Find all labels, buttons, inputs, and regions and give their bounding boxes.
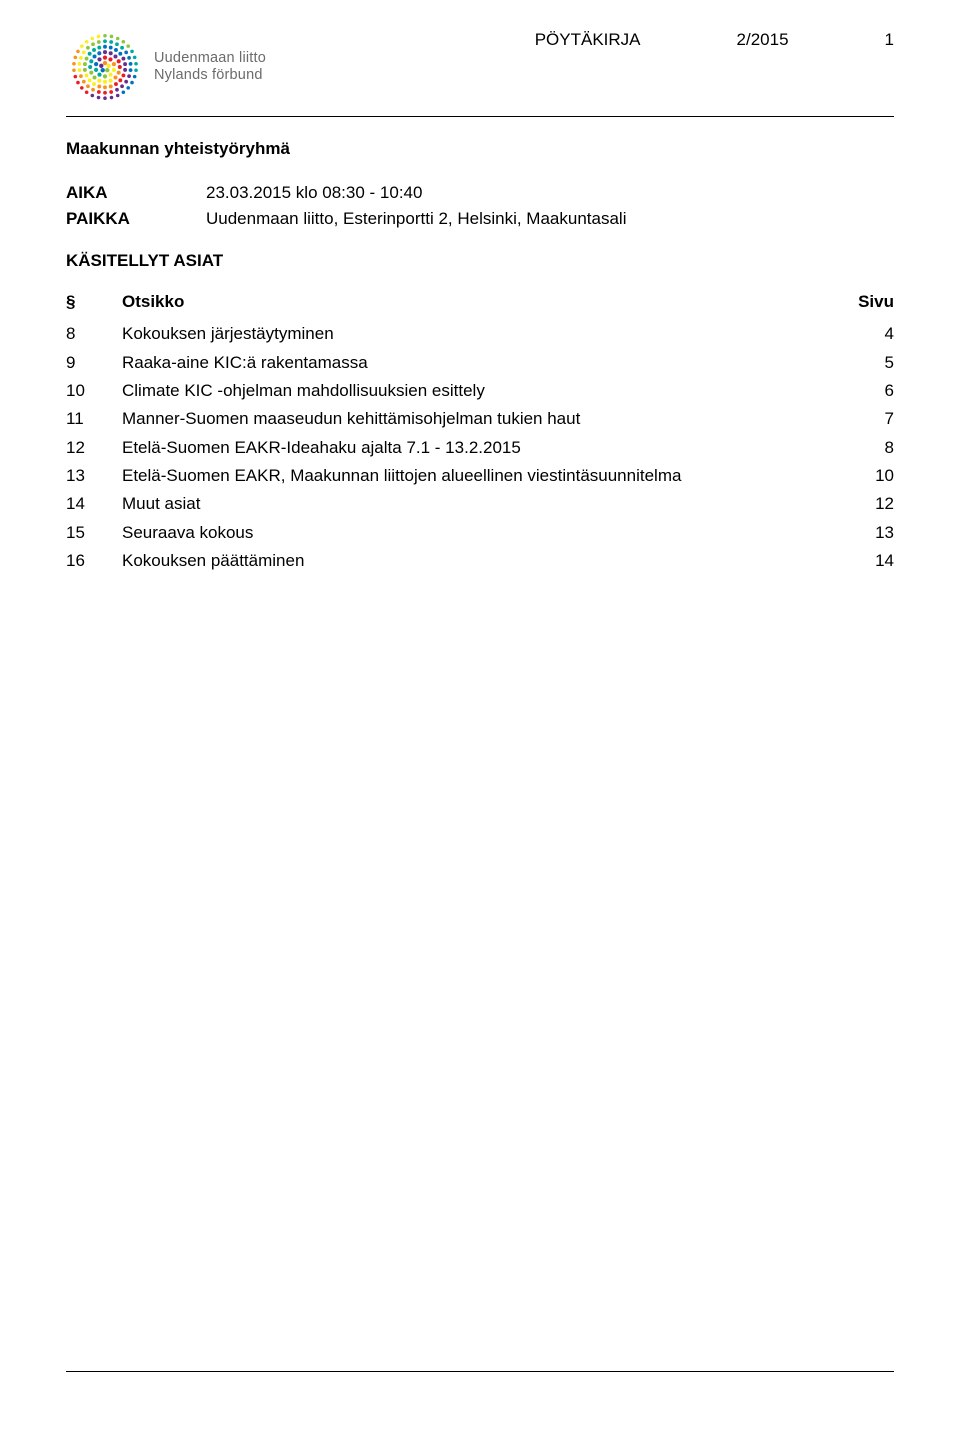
aika-label: AIKA — [66, 183, 206, 203]
agenda-row: 10Climate KIC -ohjelman mahdollisuuksien… — [66, 378, 894, 404]
agenda-row: 12Etelä-Suomen EAKR-Ideahaku ajalta 7.1 … — [66, 435, 894, 461]
agenda-row-title: Muut asiat — [122, 491, 838, 517]
agenda-row-title: Raaka-aine KIC:ä rakentamassa — [122, 350, 838, 376]
agenda-row-num: 16 — [66, 548, 122, 574]
agenda-row-title: Kokouksen päättäminen — [122, 548, 838, 574]
agenda-row: 8Kokouksen järjestäytyminen4 — [66, 321, 894, 347]
agenda-row: 16Kokouksen päättäminen14 — [66, 548, 894, 574]
agenda-row-page: 12 — [838, 491, 894, 517]
aika-row: AIKA 23.03.2015 klo 08:30 - 10:40 — [66, 183, 894, 203]
logo-line1: Uudenmaan liitto — [154, 50, 266, 67]
agenda-row: 15Seuraava kokous13 — [66, 520, 894, 546]
agenda-row-page: 4 — [838, 321, 894, 347]
agenda-row-num: 14 — [66, 491, 122, 517]
agenda-row-title: Manner-Suomen maaseudun kehittämisohjelm… — [122, 406, 838, 432]
agenda-row-num: 12 — [66, 435, 122, 461]
header-rule — [66, 116, 894, 117]
agenda-row-title: Kokouksen järjestäytyminen — [122, 321, 838, 347]
agenda-row-title: Seuraava kokous — [122, 520, 838, 546]
footer-rule — [66, 1371, 894, 1372]
document-page: Uudenmaan liitto Nylands förbund PÖYTÄKI… — [0, 0, 960, 1436]
logo-block: Uudenmaan liitto Nylands förbund — [66, 28, 266, 106]
agenda-body: 8Kokouksen järjestäytyminen49Raaka-aine … — [66, 321, 894, 574]
paikka-row: PAIKKA Uudenmaan liitto, Esterinportti 2… — [66, 209, 894, 229]
agenda-row-title: Etelä-Suomen EAKR, Maakunnan liittojen a… — [122, 463, 838, 489]
agenda-row-page: 13 — [838, 520, 894, 546]
agenda-section-title: KÄSITELLYT ASIAT — [66, 251, 894, 271]
agenda-row: 14Muut asiat12 — [66, 491, 894, 517]
agenda-row: 13Etelä-Suomen EAKR, Maakunnan liittojen… — [66, 463, 894, 489]
agenda-row-page: 8 — [838, 435, 894, 461]
doc-type: PÖYTÄKIRJA — [535, 30, 641, 50]
agenda-header-row: § Otsikko Sivu — [66, 289, 894, 315]
agenda-row-page: 7 — [838, 406, 894, 432]
doc-meta: PÖYTÄKIRJA 2/2015 1 — [535, 28, 894, 50]
agenda-row-title: Climate KIC -ohjelman mahdollisuuksien e… — [122, 378, 838, 404]
doc-number: 2/2015 — [737, 30, 789, 50]
page-number: 1 — [885, 30, 894, 50]
paikka-label: PAIKKA — [66, 209, 206, 229]
agenda-header-symbol: § — [66, 289, 122, 315]
agenda-row-num: 8 — [66, 321, 122, 347]
agenda-row-num: 15 — [66, 520, 122, 546]
agenda-row-page: 14 — [838, 548, 894, 574]
logo-icon — [66, 28, 144, 106]
paikka-value: Uudenmaan liitto, Esterinportti 2, Helsi… — [206, 209, 894, 229]
logo-line2: Nylands förbund — [154, 67, 266, 84]
agenda-row-num: 10 — [66, 378, 122, 404]
page-header: Uudenmaan liitto Nylands förbund PÖYTÄKI… — [66, 28, 894, 106]
aika-value: 23.03.2015 klo 08:30 - 10:40 — [206, 183, 894, 203]
page-title: Maakunnan yhteistyöryhmä — [66, 139, 894, 159]
agenda-row: 9Raaka-aine KIC:ä rakentamassa5 — [66, 350, 894, 376]
logo-text: Uudenmaan liitto Nylands förbund — [154, 50, 266, 85]
agenda-row-title: Etelä-Suomen EAKR-Ideahaku ajalta 7.1 - … — [122, 435, 838, 461]
agenda-row-page: 10 — [838, 463, 894, 489]
agenda-row-num: 13 — [66, 463, 122, 489]
agenda-row-num: 11 — [66, 406, 122, 432]
agenda-row-num: 9 — [66, 350, 122, 376]
agenda-row: 11Manner-Suomen maaseudun kehittämisohje… — [66, 406, 894, 432]
agenda-header-page: Sivu — [838, 289, 894, 315]
agenda-header-title: Otsikko — [122, 289, 838, 315]
agenda-row-page: 6 — [838, 378, 894, 404]
agenda-row-page: 5 — [838, 350, 894, 376]
